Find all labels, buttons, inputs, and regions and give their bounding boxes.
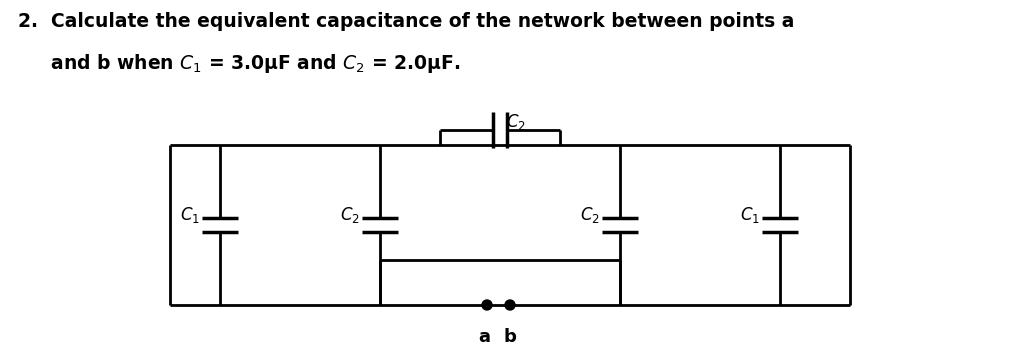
Text: and b when $C_1$ = 3.0μF and $C_2$ = 2.0μF.: and b when $C_1$ = 3.0μF and $C_2$ = 2.0… xyxy=(18,52,461,75)
Text: $C_2$: $C_2$ xyxy=(340,205,359,225)
Text: $C_1$: $C_1$ xyxy=(180,205,200,225)
Text: a: a xyxy=(478,328,490,345)
Text: $C_2$: $C_2$ xyxy=(580,205,600,225)
Circle shape xyxy=(505,300,515,310)
Circle shape xyxy=(482,300,492,310)
Text: $C_2$: $C_2$ xyxy=(506,112,526,132)
Text: b: b xyxy=(504,328,516,345)
Text: 2.  Calculate the equivalent capacitance of the network between points a: 2. Calculate the equivalent capacitance … xyxy=(18,12,795,31)
Text: $C_1$: $C_1$ xyxy=(740,205,760,225)
